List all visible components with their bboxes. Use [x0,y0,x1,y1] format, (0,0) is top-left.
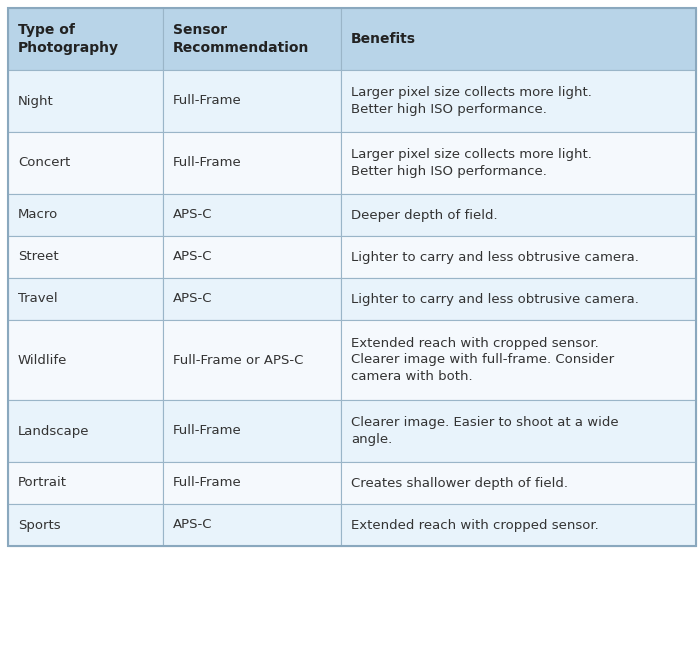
Bar [8,504,163,546]
Bar [163,400,341,462]
Text: Full-Frame: Full-Frame [173,95,242,108]
Bar [163,462,341,504]
Bar [341,278,696,320]
Bar [163,132,341,194]
Bar [8,320,163,400]
Bar [8,8,163,70]
Bar [341,400,696,462]
Text: Larger pixel size collects more light.
Better high ISO performance.: Larger pixel size collects more light. B… [351,148,592,178]
Bar [8,278,163,320]
Text: Portrait: Portrait [18,477,67,490]
Text: Macro: Macro [18,208,58,221]
Text: Full-Frame or APS-C: Full-Frame or APS-C [173,353,303,366]
Bar [8,132,163,194]
Bar [8,70,163,132]
Bar [8,194,163,236]
Text: Full-Frame: Full-Frame [173,157,242,170]
Text: Benefits: Benefits [351,32,416,46]
Text: Extended reach with cropped sensor.
Clearer image with full-frame. Consider
came: Extended reach with cropped sensor. Clea… [351,337,614,383]
Text: APS-C: APS-C [173,250,213,264]
Text: Larger pixel size collects more light.
Better high ISO performance.: Larger pixel size collects more light. B… [351,86,592,115]
Text: Concert: Concert [18,157,70,170]
Text: Lighter to carry and less obtrusive camera.: Lighter to carry and less obtrusive came… [351,250,639,264]
Text: APS-C: APS-C [173,292,213,306]
Bar [8,236,163,278]
Text: Creates shallower depth of field.: Creates shallower depth of field. [351,477,568,490]
Bar [341,194,696,236]
Text: Sensor
Recommendation: Sensor Recommendation [173,23,309,55]
Bar [163,278,341,320]
Text: Street: Street [18,250,59,264]
Text: Lighter to carry and less obtrusive camera.: Lighter to carry and less obtrusive came… [351,292,639,306]
Text: APS-C: APS-C [173,519,213,531]
Bar [163,8,341,70]
Bar [341,70,696,132]
Text: Full-Frame: Full-Frame [173,477,242,490]
Text: Deeper depth of field.: Deeper depth of field. [351,208,498,221]
Text: Full-Frame: Full-Frame [173,424,242,437]
Bar [341,8,696,70]
Bar [163,320,341,400]
Bar [8,400,163,462]
Bar [341,504,696,546]
Bar [163,194,341,236]
Text: Extended reach with cropped sensor.: Extended reach with cropped sensor. [351,519,598,531]
Text: Wildlife: Wildlife [18,353,67,366]
Bar [163,236,341,278]
Bar [341,132,696,194]
Bar [163,70,341,132]
Bar [8,8,696,546]
Bar [341,236,696,278]
Text: Clearer image. Easier to shoot at a wide
angle.: Clearer image. Easier to shoot at a wide… [351,416,619,446]
Bar [8,462,163,504]
Text: Night: Night [18,95,54,108]
Text: Type of
Photography: Type of Photography [18,23,119,55]
Bar [341,320,696,400]
Bar [341,462,696,504]
Text: Travel: Travel [18,292,57,306]
Text: APS-C: APS-C [173,208,213,221]
Text: Sports: Sports [18,519,61,531]
Bar [163,504,341,546]
Text: Landscape: Landscape [18,424,90,437]
